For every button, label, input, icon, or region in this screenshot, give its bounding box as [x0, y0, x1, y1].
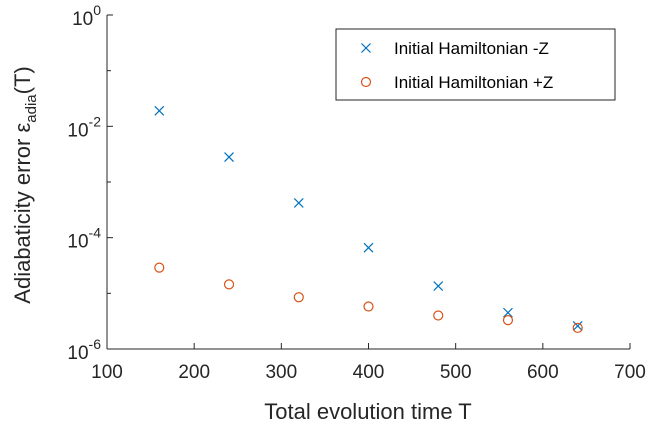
x-tick-label: 600	[527, 362, 559, 383]
data-point-circle	[363, 301, 374, 312]
y-axis-label-suffix: (T)	[10, 66, 35, 94]
series-2	[154, 262, 583, 333]
axes: 100 200 300 400 500 600 700 10-6 10-4 10-2 100	[67, 2, 645, 383]
x-marker-stroke	[433, 281, 444, 292]
y-tick-label: 10-4	[67, 225, 101, 253]
x-axis-label: Total evolution time T	[264, 399, 471, 424]
data-point-circle	[223, 279, 235, 290]
data-point-circle	[572, 322, 583, 333]
x-tick-label: 500	[440, 362, 472, 383]
x-marker-stroke	[572, 320, 583, 331]
legend-entry-label: Initial Hamiltonian -Z	[394, 39, 549, 58]
x-tick-label: 300	[265, 362, 297, 383]
data-point-x	[224, 152, 234, 163]
data-point-x	[154, 105, 165, 116]
x-marker-stroke	[224, 152, 234, 163]
y-axis-label-base: Adiabaticity error ε	[10, 123, 35, 304]
data-marks	[154, 105, 583, 333]
series-1	[154, 105, 583, 331]
legend-marker	[360, 76, 372, 88]
y-tick-label: 100	[72, 2, 101, 30]
x-tick-label: 400	[353, 362, 385, 383]
data-point-circle	[502, 315, 514, 326]
legend: Initial Hamiltonian -Z Initial Hamiltonia…	[335, 28, 616, 101]
x-marker-stroke	[361, 43, 371, 53]
legend-marker	[361, 43, 371, 53]
x-marker-stroke	[363, 242, 374, 253]
y-axis-label: Adiabaticity error εadia(T)	[10, 66, 40, 303]
y-tick-label: 10-6	[67, 336, 101, 364]
y-tick-label: 10-2	[67, 113, 101, 141]
legend-box	[335, 28, 616, 101]
x-tick-label: 700	[614, 362, 646, 383]
data-point-circle	[293, 292, 304, 303]
x-marker-stroke	[503, 307, 513, 318]
x-tick-label: 100	[91, 362, 123, 383]
data-point-x	[572, 320, 583, 331]
data-point-x	[293, 198, 304, 208]
data-point-x	[503, 307, 513, 318]
data-point-circle	[154, 262, 165, 273]
x-marker-stroke	[154, 105, 165, 116]
x-marker-stroke	[293, 198, 304, 208]
data-point-x	[363, 242, 374, 253]
y-axis-label-subscript: adia	[23, 94, 40, 123]
data-point-x	[433, 281, 444, 292]
x-tick-label: 200	[178, 362, 210, 383]
data-point-circle	[433, 310, 444, 321]
legend-entry-label: Initial Hamiltonian +Z	[394, 73, 553, 92]
